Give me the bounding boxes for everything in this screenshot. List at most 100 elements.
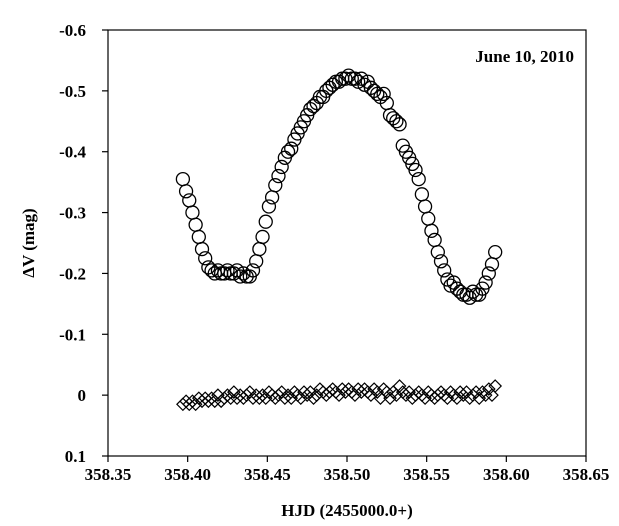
- date-annotation: June 10, 2010: [475, 47, 574, 66]
- data-point-diamond: [459, 385, 474, 399]
- data-point-circle: [370, 86, 385, 102]
- y-axis-title: ΔV (mag): [19, 208, 38, 277]
- x-axis-title: HJD (2455000.0+): [281, 501, 413, 520]
- data-point-diamond: [389, 388, 404, 402]
- data-point-diamond: [488, 379, 503, 393]
- x-axis: 358.35 358.40 358.45 358.50 358.55 358.60 358.…: [85, 456, 610, 484]
- data-point-diamond: [217, 391, 232, 406]
- data-point-circle: [274, 159, 289, 175]
- data-point-circle: [182, 193, 197, 208]
- data-point-circle: [175, 171, 191, 187]
- data-point-circle: [194, 241, 210, 257]
- data-point-diamond: [354, 385, 369, 399]
- series-diamonds: [176, 379, 503, 412]
- data-point-circle: [351, 74, 366, 89]
- data-point-circle: [478, 275, 493, 290]
- data-point-circle: [280, 144, 296, 159]
- data-point-circle: [414, 187, 430, 202]
- data-point-diamond: [348, 388, 362, 402]
- data-point-diamond: [440, 391, 455, 406]
- data-point-diamond: [450, 391, 464, 406]
- data-point-circle: [392, 117, 407, 132]
- y-axis: -0.6 -0.5 -0.4 -0.3 -0.2 -0.1 0 0.1: [59, 21, 108, 466]
- data-point-diamond: [379, 385, 394, 399]
- data-point-diamond: [418, 391, 432, 406]
- data-point-circle: [484, 257, 500, 272]
- data-point-circle: [261, 199, 277, 214]
- data-point-diamond: [278, 391, 292, 406]
- data-point-circle: [389, 114, 404, 129]
- data-point-diamond: [274, 385, 289, 399]
- data-point-circle: [271, 168, 286, 184]
- data-point-circle: [220, 263, 235, 278]
- data-point-circle: [417, 199, 433, 214]
- data-point-diamond: [182, 397, 197, 412]
- x-tick-label: 358.55: [403, 465, 450, 484]
- data-point-diamond: [338, 385, 353, 399]
- data-point-diamond: [332, 388, 346, 402]
- data-point-circle: [191, 229, 206, 245]
- data-point-circle: [185, 205, 200, 220]
- data-point-circle: [421, 211, 436, 226]
- data-point-diamond: [478, 388, 493, 402]
- data-point-circle: [188, 217, 203, 232]
- data-point-circle: [430, 244, 445, 260]
- data-point-diamond: [430, 388, 445, 402]
- data-point-circle: [236, 266, 251, 281]
- data-point-circle: [252, 241, 267, 257]
- y-tick-label: -0.3: [59, 204, 86, 223]
- data-point-diamond: [258, 391, 273, 406]
- data-point-diamond: [227, 385, 241, 399]
- x-tick-label: 358.35: [85, 465, 132, 484]
- data-point-diamond: [364, 388, 378, 402]
- data-point-diamond: [284, 391, 299, 406]
- data-point-circle: [411, 171, 426, 187]
- data-point-diamond: [456, 388, 471, 402]
- data-point-circle: [427, 232, 442, 248]
- x-tick-label: 358.65: [563, 465, 610, 484]
- data-point-circle: [481, 266, 496, 281]
- data-point-diamond: [392, 379, 407, 393]
- data-point-circle: [233, 269, 248, 284]
- data-point-diamond: [399, 388, 413, 402]
- data-point-diamond: [309, 388, 324, 402]
- data-point-circle: [344, 71, 359, 86]
- y-tick-label: -0.4: [59, 143, 86, 162]
- x-tick-label: 358.40: [164, 465, 211, 484]
- data-point-circle: [268, 178, 283, 193]
- data-point-diamond: [271, 388, 286, 402]
- data-point-circle: [198, 251, 213, 266]
- data-point-diamond: [322, 385, 337, 399]
- y-tick-label: 0: [78, 386, 87, 405]
- x-tick-label: 358.50: [324, 465, 371, 484]
- data-point-circle: [408, 162, 423, 178]
- data-point-circle: [488, 244, 503, 260]
- data-point-diamond: [306, 391, 321, 406]
- data-point-diamond: [188, 397, 203, 412]
- data-point-diamond: [402, 385, 416, 399]
- data-point-circle: [178, 184, 194, 199]
- data-point-diamond: [293, 391, 308, 406]
- data-point-diamond: [485, 388, 499, 402]
- x-tick-label: 358.45: [244, 465, 291, 484]
- data-point-circle: [328, 74, 343, 89]
- data-point-diamond: [239, 388, 254, 402]
- data-point-circle: [264, 190, 280, 205]
- data-point-circle: [249, 254, 264, 269]
- data-point-diamond: [300, 388, 315, 402]
- data-point-diamond: [469, 385, 483, 399]
- data-point-diamond: [252, 391, 267, 406]
- data-point-circle: [258, 214, 273, 229]
- y-tick-label: -0.2: [59, 264, 86, 283]
- data-point-diamond: [370, 385, 385, 399]
- series-circles: [175, 68, 503, 305]
- data-point-diamond: [211, 388, 225, 402]
- data-point-circle: [433, 254, 449, 269]
- y-tick-label: -0.5: [59, 82, 86, 101]
- data-point-diamond: [383, 391, 397, 406]
- data-point-circle: [437, 263, 452, 278]
- plot-frame: [107, 29, 587, 457]
- data-point-diamond: [201, 394, 216, 409]
- data-point-circle: [376, 86, 391, 102]
